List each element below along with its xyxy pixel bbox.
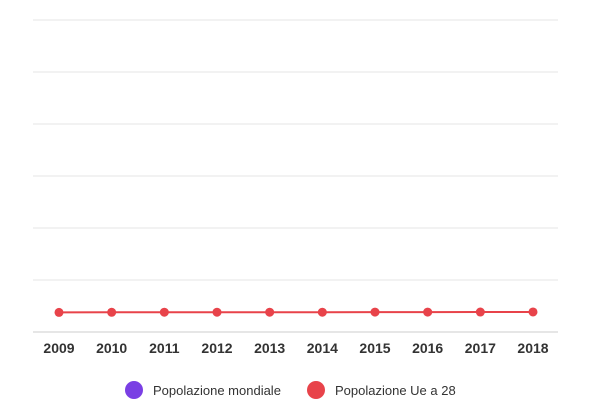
- x-tick-label: 2016: [412, 340, 443, 356]
- x-tick-label: 2018: [517, 340, 548, 356]
- data-point[interactable]: [317, 307, 327, 317]
- x-tick-label: 2014: [307, 340, 338, 356]
- legend-item[interactable]: Popolazione mondiale: [125, 381, 281, 399]
- legend-marker: [307, 381, 325, 399]
- x-tick-label: 2009: [43, 340, 74, 356]
- gridlines: [33, 19, 558, 333]
- data-point[interactable]: [212, 307, 222, 317]
- x-axis-tick-labels: 2009 2010 2011 2012 2013 2014 2015 2016 2017 2018: [43, 340, 548, 356]
- legend-label: Popolazione mondiale: [153, 383, 281, 398]
- data-point[interactable]: [528, 307, 538, 317]
- series-1: [54, 307, 538, 317]
- x-tick-label: 2015: [359, 340, 390, 356]
- legend-marker: [125, 381, 143, 399]
- x-tick-label: 2011: [149, 340, 180, 356]
- data-point[interactable]: [370, 307, 380, 317]
- data-point[interactable]: [107, 307, 117, 317]
- x-tick-label: 2017: [465, 340, 496, 356]
- data-point[interactable]: [159, 307, 169, 317]
- legend-item[interactable]: Popolazione Ue a 28: [307, 381, 456, 399]
- x-tick-label: 2012: [201, 340, 232, 356]
- legend[interactable]: Popolazione mondiale Popolazione Ue a 28: [125, 381, 456, 399]
- data-point[interactable]: [423, 307, 433, 317]
- data-point[interactable]: [265, 307, 275, 317]
- data-point[interactable]: [54, 307, 64, 317]
- x-tick-label: 2010: [96, 340, 127, 356]
- x-tick-label: 2013: [254, 340, 285, 356]
- data-point[interactable]: [475, 307, 485, 317]
- legend-label: Popolazione Ue a 28: [335, 383, 456, 398]
- series-layer: [54, 307, 538, 317]
